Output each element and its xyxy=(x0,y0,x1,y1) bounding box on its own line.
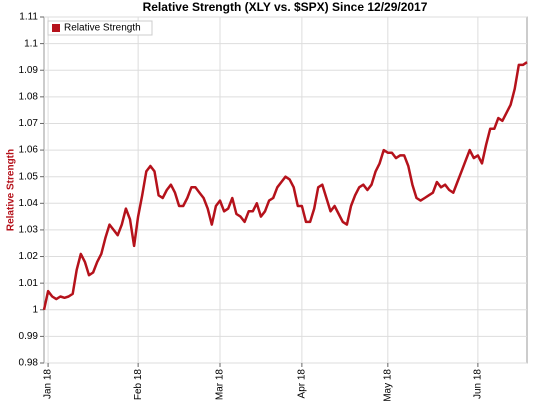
series-line xyxy=(42,61,528,311)
y-tick-label: 1.03 xyxy=(19,225,39,236)
x-tick-label: Jun 18 xyxy=(473,369,484,399)
plot-area xyxy=(43,16,528,364)
y-tick-label: 1.09 xyxy=(19,65,39,76)
x-tick-label: Apr 18 xyxy=(297,369,308,399)
y-axis-label: Relative Strength xyxy=(6,149,17,231)
chart-title: Relative Strength (XLY vs. $SPX) Since 1… xyxy=(143,0,428,14)
x-tick-label: May 18 xyxy=(382,369,393,402)
y-tick-label: 1.05 xyxy=(19,171,39,182)
legend-swatch xyxy=(52,24,60,32)
legend-label: Relative Strength xyxy=(64,23,141,34)
y-tick-label: 1.04 xyxy=(19,198,39,209)
legend-box xyxy=(47,20,153,36)
y-tick-label: 1.11 xyxy=(19,12,38,23)
y-tick-label: 1.1 xyxy=(24,38,38,49)
y-tick-label: 1.01 xyxy=(19,278,39,289)
y-tick-label: 0.98 xyxy=(19,358,39,369)
x-tick-label: Mar 18 xyxy=(215,369,226,401)
y-tick-label: 1 xyxy=(32,304,38,315)
y-tick-label: 1.06 xyxy=(19,145,39,156)
x-tick-label: Jan 18 xyxy=(43,369,54,399)
x-tick-label: Feb 18 xyxy=(133,369,144,401)
y-tick-label: 1.02 xyxy=(19,251,39,262)
y-tick-label: 1.08 xyxy=(19,91,39,102)
y-tick-label: 1.07 xyxy=(19,118,39,129)
y-tick-label: 0.99 xyxy=(19,331,39,342)
